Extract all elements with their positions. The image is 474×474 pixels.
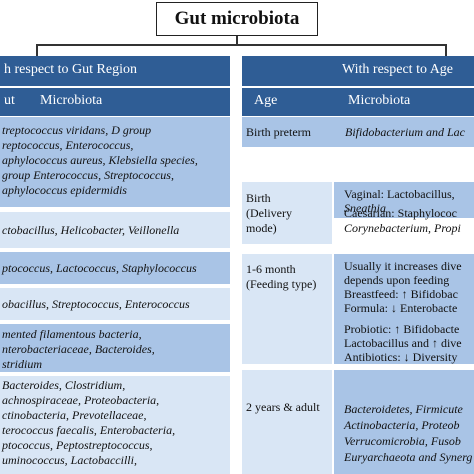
connector-left-drop [36,44,38,56]
left-column-headers: ut Microbiota [0,88,230,116]
right-row-2-age: Birth (Delivery mode) [242,182,332,244]
right-row-2-vaginal: Vaginal: Lactobacillus, Sneathia [334,182,474,218]
left-col-region: ut [4,93,15,108]
left-row-4: obacillus, Streptococcus, Enterococcus [0,288,230,320]
left-row-5: mented filamentous bacteria, nterobacter… [0,324,230,372]
left-row-1: treptococcus viridans, D group reptococc… [0,117,230,207]
left-row-6: Bacteroides, Clostridium, achnospiraceae… [0,376,230,474]
right-row-1: Birth preterm Bifidobacterium and Lac [242,117,474,147]
left-row-3: ptococcus, Lactococcus, Staphylococcus [0,252,230,284]
left-section-header: h respect to Gut Region [0,56,230,86]
right-row-3-microbiota: Usually it increases dive depends upon f… [334,254,474,364]
right-row-4-microbiota: Bacteroidetes, Firmicute Actinobacteria,… [334,370,474,474]
age-birth-preterm: Birth preterm [246,125,311,139]
right-row-2-caesarian: Caesarian: Staphylococ Corynebacterium, … [344,206,461,235]
right-col-age: Age [254,93,278,108]
left-col-microbiota: Microbiota [40,93,103,108]
left-row-2: ctobacillus, Helicobacter, Veillonella [0,212,230,248]
connector-right-drop [445,44,447,56]
right-section-header: With respect to Age [242,56,474,86]
connector-horizontal [36,44,446,46]
right-column-headers: Age Microbiota [242,88,474,116]
connector-vertical-top [236,36,238,45]
right-col-microbiota: Microbiota [348,93,411,108]
right-row-3-age: 1-6 month (Feeding type) [242,254,332,364]
right-row-4-age: 2 years & adult [242,370,332,474]
diagram-title: Gut microbiota [156,2,318,36]
